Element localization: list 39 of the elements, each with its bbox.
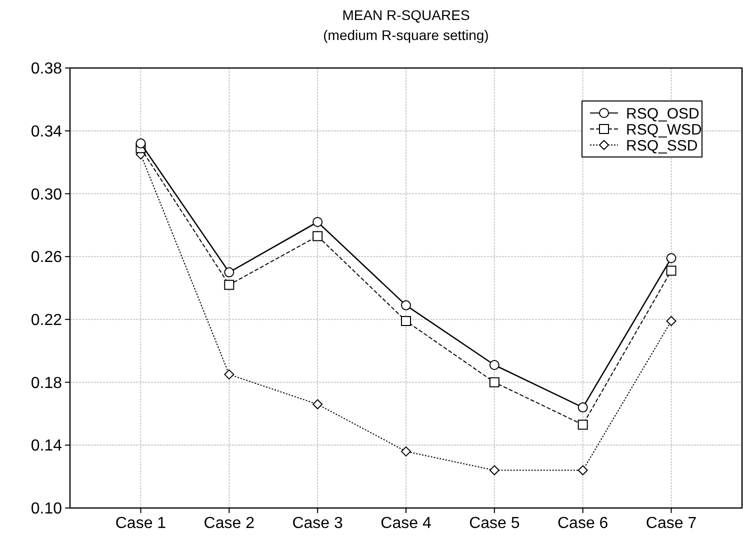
point	[578, 420, 588, 430]
point	[224, 267, 234, 278]
point	[489, 377, 500, 388]
x-tick-label: Case 4	[380, 515, 432, 532]
y-tick-label: 0.22	[30, 312, 62, 330]
y-tick-label: 0.26	[30, 249, 62, 266]
point	[312, 217, 323, 227]
point	[312, 231, 323, 242]
point	[578, 402, 588, 412]
point	[401, 316, 411, 326]
legend-label: RSQ_OSD	[626, 105, 700, 122]
y-tick-label: 0.18	[30, 374, 62, 392]
point	[401, 300, 411, 310]
x-tick-label: Case 6	[557, 515, 608, 532]
y-tick-label: 0.30	[30, 186, 62, 204]
x-tick-label: Case 2	[204, 515, 255, 532]
chart-subtitle: (medium R-square setting)	[323, 27, 489, 43]
x-tick-label: Case 1	[115, 515, 166, 532]
y-tick-label: 0.38	[30, 60, 62, 78]
point	[224, 280, 234, 290]
y-tick-label: 0.10	[30, 500, 62, 518]
point	[401, 446, 411, 456]
y-tick-label: 0.34	[30, 123, 62, 140]
point	[578, 465, 588, 476]
point	[666, 316, 676, 326]
x-tick-label: Case 7	[646, 515, 697, 532]
y-tick-label: 0.14	[30, 438, 62, 455]
point	[666, 266, 676, 276]
point	[489, 360, 500, 370]
point	[489, 465, 500, 476]
point	[666, 253, 676, 264]
legend-label: RSQ_SSD	[626, 137, 698, 154]
legend-label: RSQ_WSD	[626, 121, 702, 138]
point	[312, 399, 323, 410]
x-tick-label: Case 5	[469, 515, 520, 532]
x-tick-label: Case 3	[292, 515, 344, 532]
point	[224, 369, 234, 380]
point	[136, 138, 146, 148]
chart-title: MEAN R-SQUARES	[342, 7, 470, 23]
